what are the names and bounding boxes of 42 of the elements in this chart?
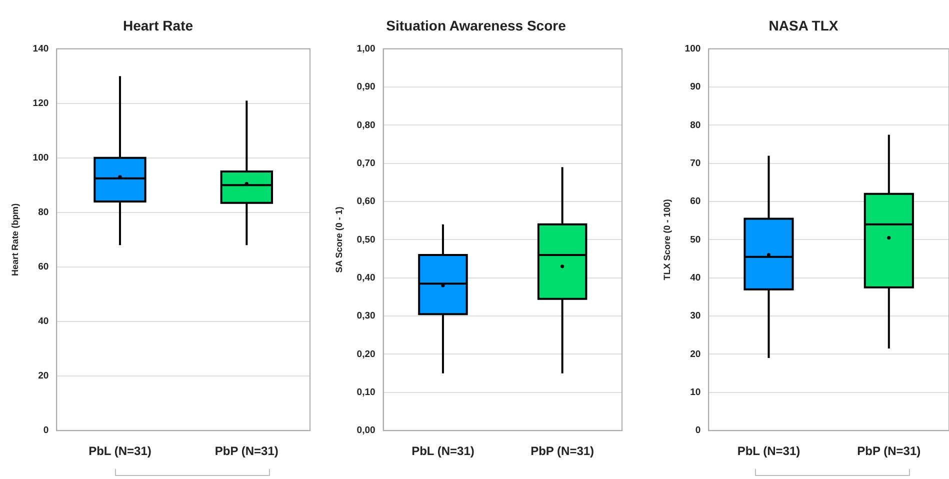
y-tick-label: 0,60 xyxy=(356,196,376,208)
y-tick-label: 10 xyxy=(690,387,701,398)
y-tick-label: 140 xyxy=(32,43,49,54)
chart-title: Situation Awareness Score xyxy=(386,17,566,34)
y-tick-label: 0 xyxy=(43,425,49,436)
y-tick-label: 0,70 xyxy=(356,158,376,169)
y-tick-label: 0,10 xyxy=(356,387,376,398)
y-tick-label: 90 xyxy=(690,82,701,93)
y-axis-title: SA Score (0 - 1) xyxy=(334,206,344,273)
y-tick-label: 80 xyxy=(38,207,49,218)
y-tick-label: 40 xyxy=(690,272,701,284)
y-tick-label: 60 xyxy=(38,262,49,273)
y-tick-label: 120 xyxy=(32,98,49,109)
y-tick-label: 80 xyxy=(690,120,701,131)
y-tick-label: 0,40 xyxy=(356,272,376,284)
y-tick-label: 0 xyxy=(695,425,701,436)
y-axis-title: TLX Score (0 - 100) xyxy=(662,199,672,280)
x-tick-label: PbP (N=31) xyxy=(530,444,594,458)
x-tick-label: PbP (N=31) xyxy=(857,444,921,458)
y-tick-label: 0,20 xyxy=(356,348,376,360)
y-tick-label: 50 xyxy=(690,234,701,246)
y-tick-label: 0,30 xyxy=(356,310,376,322)
chart-title: Heart Rate xyxy=(122,17,194,34)
y-tick-label: 40 xyxy=(38,316,49,328)
x-tick-label: PbP (N=31) xyxy=(214,444,278,458)
y-tick-label: 70 xyxy=(690,158,701,169)
y-tick-label: 0,00 xyxy=(356,425,376,436)
x-tick-label: PbL (N=31) xyxy=(412,444,474,458)
y-tick-label: 100 xyxy=(32,152,49,164)
y-tick-label: 20 xyxy=(690,348,701,360)
x-tick-label: PbL (N=31) xyxy=(88,444,152,458)
y-tick-label: 0,90 xyxy=(356,82,376,93)
y-tick-label: 30 xyxy=(690,310,701,322)
y-tick-label: 0,80 xyxy=(356,120,376,131)
y-tick-label: 0,50 xyxy=(356,234,376,246)
y-tick-label: 20 xyxy=(38,370,49,382)
chart-title: NASA TLX xyxy=(768,17,839,34)
y-tick-label: 60 xyxy=(690,196,701,208)
x-tick-label: PbL (N=31) xyxy=(737,444,800,458)
y-tick-label: 1,00 xyxy=(356,43,376,54)
y-axis-title: Heart Rate (bpm) xyxy=(10,203,20,276)
y-tick-label: 100 xyxy=(684,43,701,54)
